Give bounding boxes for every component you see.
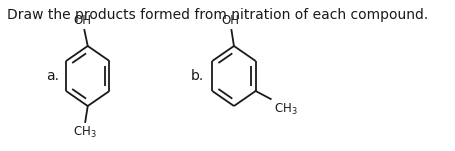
Text: a.: a.: [46, 69, 59, 83]
Text: OH: OH: [222, 14, 240, 27]
Text: OH: OH: [74, 14, 92, 27]
Text: CH$_3$: CH$_3$: [274, 102, 298, 117]
Text: CH$_3$: CH$_3$: [73, 125, 97, 140]
Text: Draw the products formed from nitration of each compound.: Draw the products formed from nitration …: [7, 8, 428, 22]
Text: b.: b.: [191, 69, 204, 83]
